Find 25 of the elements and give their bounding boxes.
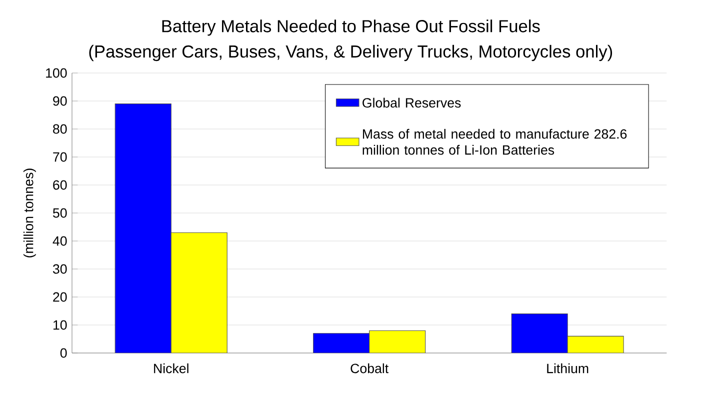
chart-subtitle: (Passenger Cars, Buses, Vans, & Delivery Trucks, Motorcycles only) <box>89 44 612 62</box>
chart-title: Battery Metals Needed to Phase Out Fossil Fuels <box>162 20 540 36</box>
bar <box>369 330 426 353</box>
y-tick-label: 20 <box>53 292 67 302</box>
y-tick-label: 40 <box>52 236 67 246</box>
legend-label: Mass of metal needed to manufacture 282.6 million tonnes of Li-Ion Batteries <box>362 128 627 155</box>
bar <box>511 314 568 353</box>
bar <box>114 104 172 353</box>
y-axis-title: (million tonnes) <box>23 168 36 258</box>
y-tick-label: 50 <box>53 208 67 218</box>
x-tick-label: Nickel <box>154 363 188 374</box>
y-tick-label: 90 <box>53 96 67 106</box>
y-tick-label: 0 <box>60 348 67 358</box>
bar <box>567 336 624 353</box>
x-tick-label: Lithium <box>547 363 588 374</box>
y-tick-label: 60 <box>53 180 67 190</box>
y-tick-label: 30 <box>52 264 67 274</box>
bar <box>170 232 228 353</box>
y-tick-label: 70 <box>53 152 67 162</box>
bar <box>313 333 370 353</box>
x-tick-label: Cobalt <box>350 363 389 374</box>
y-tick-label: 10 <box>53 320 67 330</box>
legend-label: Global Reserves <box>362 98 461 108</box>
y-tick-label: 80 <box>53 124 67 134</box>
y-tick-label: 100 <box>46 68 67 78</box>
